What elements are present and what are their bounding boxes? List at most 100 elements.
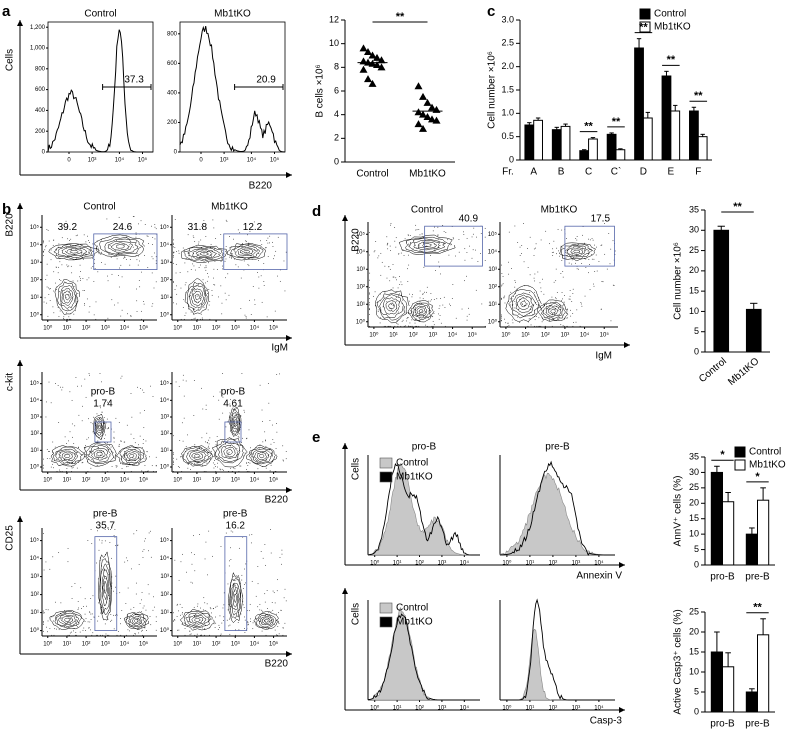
event-dot	[501, 319, 502, 321]
event-dot	[178, 610, 179, 612]
contour	[410, 302, 432, 321]
event-dot	[63, 318, 65, 320]
histogram-mb1tko	[499, 460, 615, 557]
event-dot	[373, 251, 375, 253]
event-dot	[612, 284, 614, 286]
event-dot	[533, 255, 535, 256]
event-dot	[272, 461, 274, 463]
bar	[670, 110, 681, 161]
gate-value: 17.5	[591, 214, 611, 225]
contour	[211, 437, 248, 468]
event-dot	[146, 451, 148, 453]
event-dot	[530, 324, 532, 326]
event-dot	[104, 529, 106, 530]
event-dot	[271, 456, 273, 458]
event-dot	[524, 305, 525, 307]
data-point	[359, 44, 368, 52]
x-tick-label: 10⁴	[580, 332, 590, 339]
event-dot	[282, 634, 284, 636]
event-dot	[75, 632, 77, 633]
gate-value: 39.2	[58, 222, 78, 233]
x-tick-label: 10⁰	[173, 325, 183, 332]
y-tick-label: 10⁵	[30, 537, 40, 544]
event-dot	[45, 245, 47, 247]
event-dot	[194, 460, 196, 462]
event-dot	[111, 619, 113, 621]
contour	[128, 454, 135, 458]
y-tick-label: 10²	[160, 431, 169, 437]
contour	[110, 242, 130, 251]
event-dot	[254, 299, 256, 301]
event-dot	[75, 377, 77, 378]
event-dot	[80, 587, 82, 589]
x-tick-label: 10³	[231, 642, 240, 648]
event-dot	[183, 395, 185, 397]
y-tick-label: 10³	[160, 260, 169, 266]
event-dot	[437, 226, 439, 228]
event-dot	[423, 316, 425, 317]
gate	[424, 225, 483, 267]
event-dot	[204, 267, 206, 269]
event-dot	[45, 561, 47, 563]
event-dot	[129, 264, 131, 266]
event-dot	[419, 297, 421, 299]
event-dot	[194, 462, 195, 464]
y-axis-label: Active Casp3⁺ cells (%)	[673, 609, 684, 714]
event-dot	[66, 443, 67, 444]
event-dot	[120, 315, 122, 317]
event-dot	[528, 318, 530, 320]
event-dot	[196, 223, 197, 224]
event-dot	[79, 631, 81, 633]
contour	[233, 245, 260, 258]
event-dot	[134, 624, 136, 625]
event-dot	[86, 454, 88, 456]
event-dot	[235, 251, 237, 253]
event-dot	[422, 298, 424, 300]
event-dot	[184, 284, 186, 286]
event-dot	[426, 291, 427, 293]
significance: **	[733, 201, 742, 213]
event-dot	[276, 590, 278, 592]
event-dot	[134, 459, 136, 461]
bar	[533, 119, 543, 161]
event-dot	[111, 582, 113, 584]
bar	[757, 634, 770, 713]
event-dot	[81, 608, 82, 609]
event-dot	[87, 454, 89, 455]
event-dot	[243, 455, 245, 457]
event-dot	[253, 456, 255, 458]
y-tick-label: 0	[694, 346, 699, 356]
event-dot	[188, 255, 190, 257]
event-dot	[508, 261, 509, 263]
event-dot	[244, 568, 245, 570]
event-dot	[136, 288, 137, 290]
event-dot	[571, 251, 573, 253]
event-dot	[173, 246, 174, 248]
event-dot	[409, 244, 411, 246]
data-point	[373, 60, 381, 68]
event-dot	[205, 266, 207, 268]
event-dot	[466, 237, 468, 239]
event-dot	[54, 628, 56, 630]
panel-label: a	[2, 3, 11, 20]
event-dot	[369, 302, 370, 304]
event-dot	[194, 570, 196, 572]
event-dot	[101, 411, 103, 413]
event-dot	[191, 257, 193, 259]
x-tick-label: 10¹	[63, 642, 72, 648]
contour	[55, 448, 79, 464]
event-dot	[431, 325, 433, 327]
event-dot	[271, 452, 272, 454]
event-dot	[276, 613, 277, 615]
event-dot	[237, 266, 239, 268]
event-dot	[266, 240, 268, 241]
event-dot	[592, 239, 594, 241]
contour	[69, 249, 79, 254]
event-dot	[78, 607, 79, 609]
event-dot	[390, 325, 392, 327]
event-dot	[126, 455, 127, 456]
event-dot	[432, 325, 434, 327]
y-tick-label: 10⁴	[160, 397, 170, 404]
arrow-head	[17, 516, 23, 522]
event-dot	[194, 269, 196, 271]
